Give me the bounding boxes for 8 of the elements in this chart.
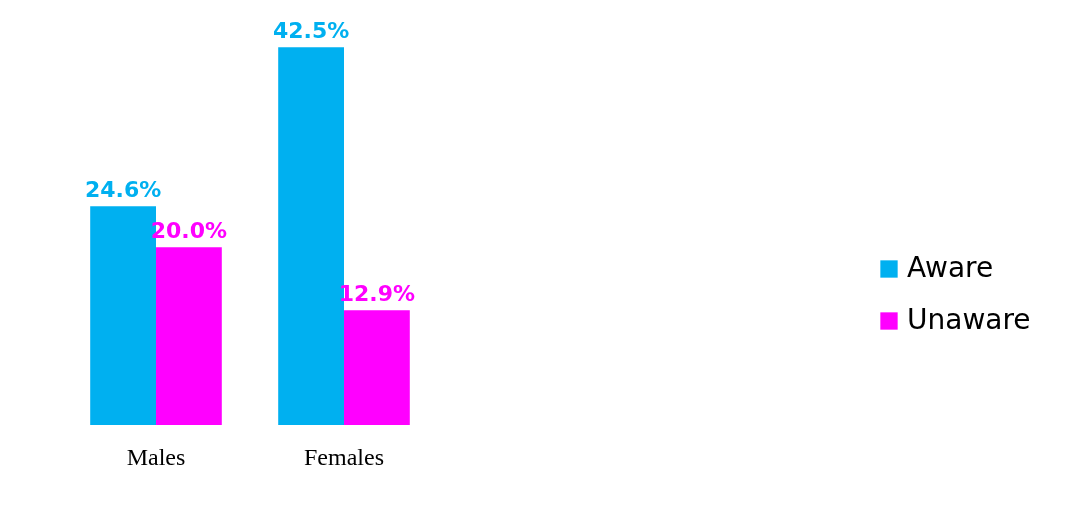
legend-label: Unaware	[907, 303, 1031, 336]
x-tick-label: Females	[304, 443, 384, 470]
data-label: 42.5%	[272, 18, 350, 44]
bar	[344, 310, 410, 425]
data-label: 24.6%	[84, 177, 162, 203]
legend-label: Aware	[907, 251, 994, 284]
x-tick-label: Males	[126, 443, 186, 470]
bar	[156, 247, 222, 425]
